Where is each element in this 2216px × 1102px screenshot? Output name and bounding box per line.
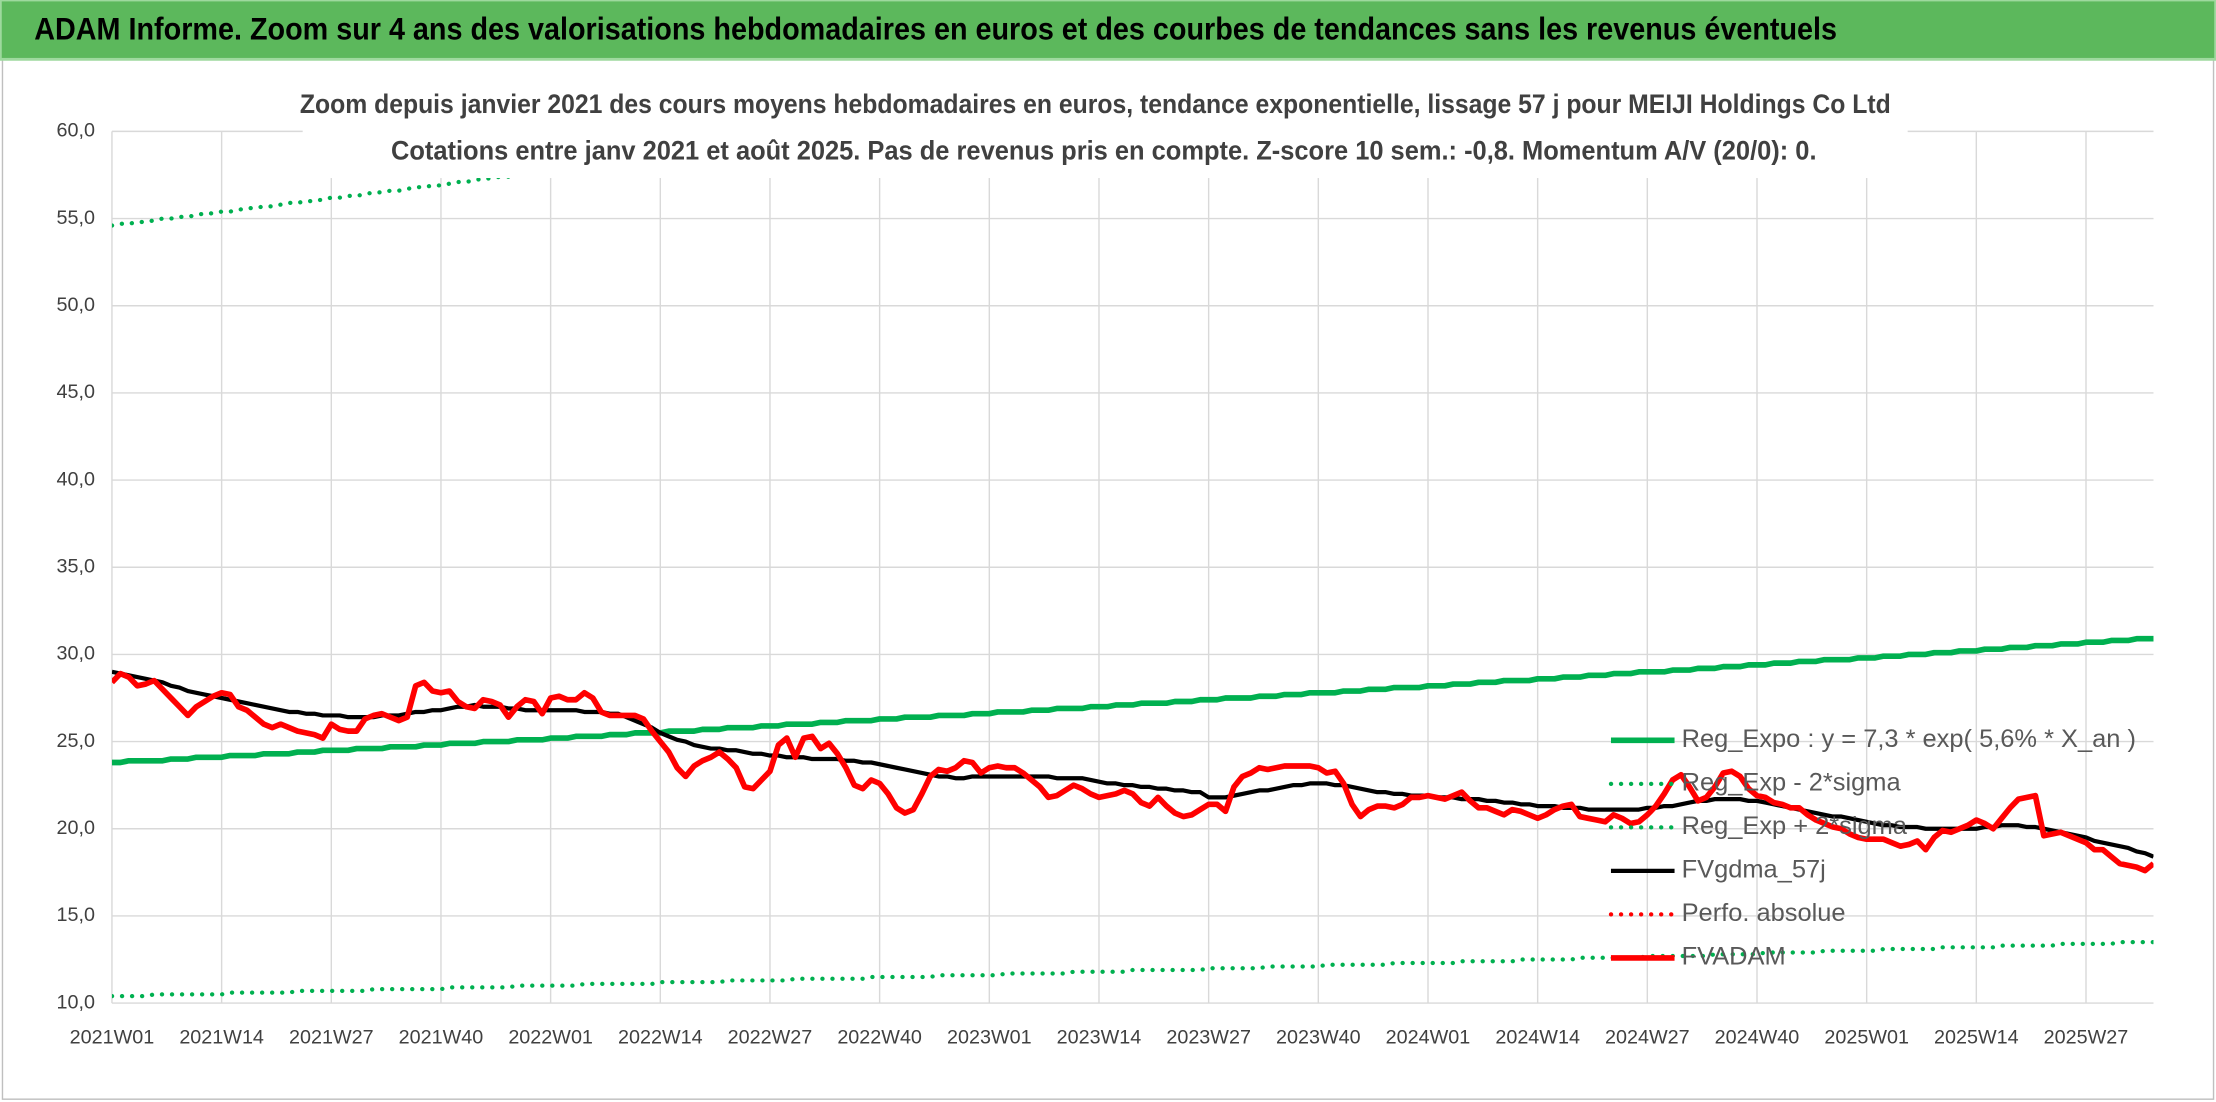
x-tick-label: 2024W14 xyxy=(1495,1027,1580,1049)
x-tick-label: 2023W27 xyxy=(1166,1027,1251,1049)
legend-label: FVADAM xyxy=(1682,943,1786,971)
y-tick-label: 30,0 xyxy=(57,643,95,665)
series-line xyxy=(111,669,2154,859)
x-tick-label: 2022W40 xyxy=(837,1027,922,1049)
series-line xyxy=(111,939,2154,999)
subtitle-line: Zoom depuis janvier 2021 des cours moyen… xyxy=(300,89,1891,119)
y-tick-label: 55,0 xyxy=(57,207,95,229)
legend-label: Reg_Exp - 2*sigma xyxy=(1682,769,1902,797)
x-tick-label: 2021W01 xyxy=(70,1027,155,1049)
x-tick-label: 2022W27 xyxy=(728,1027,813,1049)
x-tick-label: 2022W01 xyxy=(508,1027,593,1049)
plot-lines xyxy=(111,131,2154,999)
x-tick-label: 2021W27 xyxy=(289,1027,374,1049)
y-tick-label: 20,0 xyxy=(57,817,95,839)
subtitle-line: Cotations entre janv 2021 et août 2025. … xyxy=(391,136,1817,166)
y-tick-label: 35,0 xyxy=(57,555,95,577)
legend-label: Reg_Expo : y = 7,3 * exp( 5,6% * X_an ) xyxy=(1682,725,2136,753)
y-tick-label: 45,0 xyxy=(57,381,95,403)
y-tick-label: 50,0 xyxy=(57,294,95,316)
x-tick-label: 2023W14 xyxy=(1057,1027,1142,1049)
x-tick-label: 2025W14 xyxy=(1934,1027,2019,1049)
y-tick-label: 60,0 xyxy=(57,120,95,142)
x-tick-label: 2021W14 xyxy=(179,1027,264,1049)
x-tick-label: 2024W27 xyxy=(1605,1027,1690,1049)
x-tick-label: 2023W01 xyxy=(947,1027,1032,1049)
x-tick-label: 2024W40 xyxy=(1715,1027,1800,1049)
legend-label: Reg_Exp + 2*sigma xyxy=(1682,812,1908,840)
y-tick-label: 15,0 xyxy=(57,904,95,926)
y-tick-label: 25,0 xyxy=(57,730,95,752)
x-tick-label: 2023W40 xyxy=(1276,1027,1361,1049)
header-bar xyxy=(0,0,2216,61)
y-tick-label: 10,0 xyxy=(57,991,95,1013)
legend: Reg_Expo : y = 7,3 * exp( 5,6% * X_an ) R… xyxy=(1608,725,2136,971)
series-line xyxy=(111,635,2154,766)
subtitle-box xyxy=(302,81,1908,179)
x-tick-label: 2024W01 xyxy=(1386,1027,1471,1049)
series-line xyxy=(111,670,2154,874)
y-tick-label: 40,0 xyxy=(57,468,95,490)
x-tick-label: 2025W27 xyxy=(2044,1027,2129,1049)
header-title: ADAM Informe. Zoom sur 4 ans des valoris… xyxy=(34,11,1837,46)
grid: 10,0 15,0 20,0 25,0 30,0 35,0 40,0 45,0 50,0 55,0… xyxy=(57,120,2154,1049)
legend-label: Perfo. absolue xyxy=(1682,899,1846,927)
x-tick-label: 2025W01 xyxy=(1824,1027,1909,1049)
x-tick-label: 2022W14 xyxy=(618,1027,703,1049)
legend-label: FVgdma_57j xyxy=(1682,856,1826,884)
x-tick-label: 2021W40 xyxy=(399,1027,484,1049)
